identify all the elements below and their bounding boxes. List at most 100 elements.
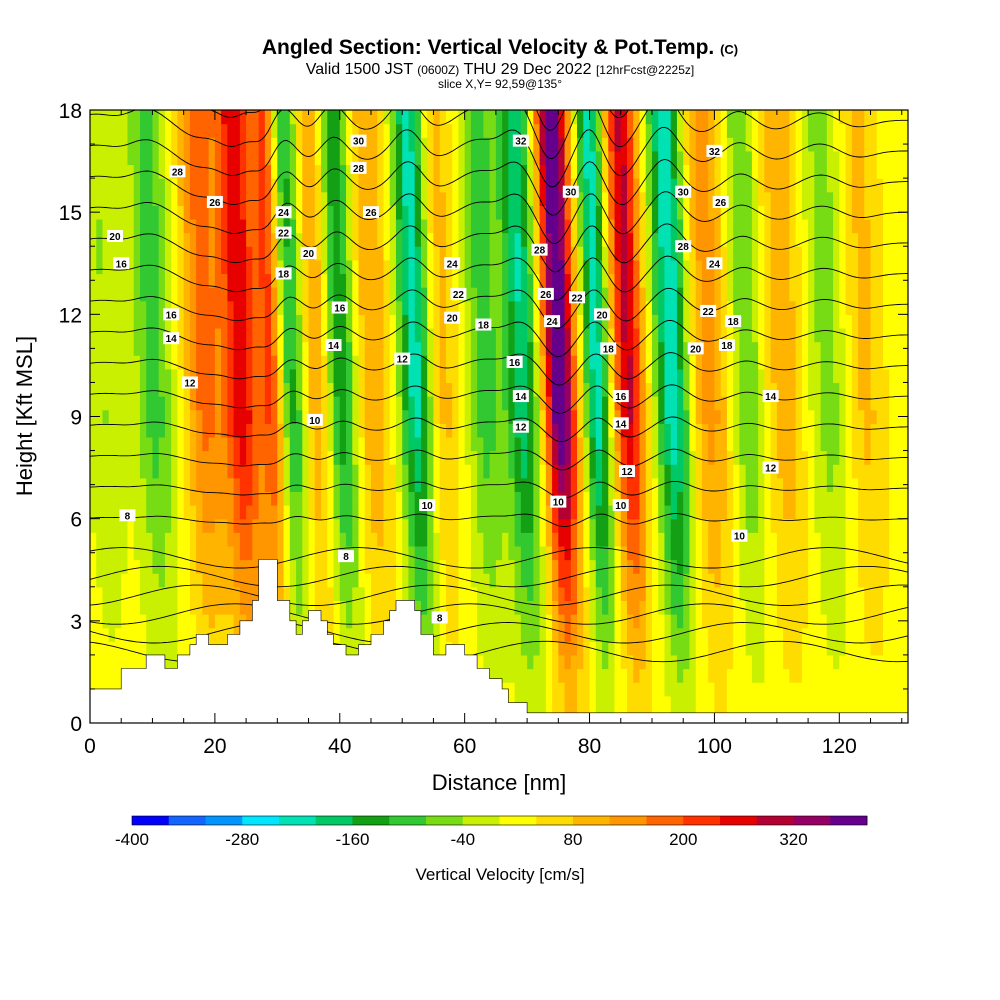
velocity-cell xyxy=(364,232,372,247)
velocity-cell xyxy=(789,273,797,288)
velocity-cell xyxy=(589,232,597,247)
velocity-cell xyxy=(277,559,285,574)
velocity-cell xyxy=(751,259,759,275)
velocity-cell xyxy=(152,573,160,588)
velocity-cell xyxy=(876,300,884,315)
velocity-cell xyxy=(139,614,147,629)
velocity-cell xyxy=(552,641,559,656)
velocity-cell xyxy=(452,436,460,452)
velocity-cell xyxy=(520,450,528,465)
velocity-cell xyxy=(801,300,809,315)
velocity-cell xyxy=(901,300,908,315)
velocity-cell xyxy=(770,273,778,288)
velocity-cell xyxy=(420,232,428,247)
velocity-cell xyxy=(870,246,878,261)
velocity-cell xyxy=(726,532,734,547)
velocity-cell xyxy=(758,259,765,275)
velocity-cell xyxy=(420,600,428,615)
velocity-cell xyxy=(321,423,328,438)
velocity-cell xyxy=(851,450,859,465)
velocity-cell xyxy=(439,627,447,642)
velocity-cell xyxy=(314,246,322,261)
velocity-cell xyxy=(783,464,790,479)
velocity-cell xyxy=(664,218,672,234)
velocity-cell xyxy=(539,341,547,356)
velocity-cell xyxy=(127,477,135,493)
velocity-cell xyxy=(583,423,591,438)
velocity-cell xyxy=(339,464,347,479)
velocity-cell xyxy=(577,232,584,247)
velocity-cell xyxy=(745,586,753,601)
velocity-cell xyxy=(620,573,628,588)
velocity-cell xyxy=(377,491,385,506)
velocity-cell xyxy=(502,423,509,438)
velocity-cell xyxy=(733,545,741,561)
velocity-cell xyxy=(639,423,647,438)
velocity-cell xyxy=(370,464,378,479)
velocity-cell xyxy=(339,423,347,438)
velocity-cell xyxy=(189,586,197,601)
velocity-cell xyxy=(427,259,435,275)
velocity-cell xyxy=(346,627,353,642)
velocity-cell xyxy=(158,259,166,275)
velocity-cell xyxy=(858,600,865,615)
velocity-cell xyxy=(433,505,441,520)
velocity-cell xyxy=(283,450,291,465)
velocity-cell xyxy=(539,695,547,710)
velocity-cell xyxy=(114,491,122,506)
velocity-cell xyxy=(433,273,441,288)
velocity-cell xyxy=(858,341,865,356)
velocity-cell xyxy=(452,409,460,424)
velocity-cell xyxy=(651,327,659,343)
velocity-cell xyxy=(808,396,815,411)
velocity-cell xyxy=(308,573,316,588)
velocity-cell xyxy=(701,518,709,533)
velocity-cell xyxy=(333,600,341,615)
velocity-cell xyxy=(439,491,447,506)
velocity-cell xyxy=(377,259,385,275)
velocity-cell xyxy=(864,246,872,261)
velocity-cell xyxy=(408,259,416,275)
velocity-cell xyxy=(614,627,622,642)
velocity-cell xyxy=(845,614,853,629)
velocity-cell xyxy=(826,423,834,438)
velocity-cell xyxy=(439,382,447,397)
velocity-cell xyxy=(139,246,147,261)
velocity-cell xyxy=(164,573,172,588)
velocity-cell xyxy=(520,300,528,315)
velocity-cell xyxy=(477,600,484,615)
velocity-cell xyxy=(651,287,659,302)
velocity-cell xyxy=(870,259,878,275)
velocity-cell xyxy=(470,627,478,642)
velocity-cell xyxy=(858,423,865,438)
velocity-cell xyxy=(289,545,297,561)
velocity-cell xyxy=(233,518,241,533)
velocity-cell xyxy=(870,505,878,520)
velocity-cell xyxy=(458,382,466,397)
velocity-cell xyxy=(164,641,172,656)
velocity-cell xyxy=(308,491,316,506)
velocity-cell xyxy=(508,382,516,397)
velocity-cell xyxy=(514,382,522,397)
velocity-cell xyxy=(246,232,253,247)
velocity-cell xyxy=(271,409,278,424)
velocity-cell xyxy=(795,423,803,438)
velocity-cell xyxy=(689,477,697,493)
velocity-cell xyxy=(189,327,197,343)
velocity-cell xyxy=(139,545,147,561)
velocity-cell xyxy=(608,695,616,710)
velocity-cell xyxy=(377,232,385,247)
velocity-cell xyxy=(645,505,653,520)
velocity-cell xyxy=(246,368,253,384)
velocity-cell xyxy=(826,505,834,520)
velocity-cell xyxy=(114,246,122,261)
velocity-cell xyxy=(595,368,603,384)
velocity-cell xyxy=(90,586,97,601)
velocity-cell xyxy=(146,573,154,588)
velocity-cell xyxy=(645,327,653,343)
velocity-cell xyxy=(108,218,116,234)
velocity-cell xyxy=(308,273,316,288)
velocity-cell xyxy=(108,327,116,343)
velocity-cell xyxy=(633,491,641,506)
velocity-cell xyxy=(833,545,840,561)
